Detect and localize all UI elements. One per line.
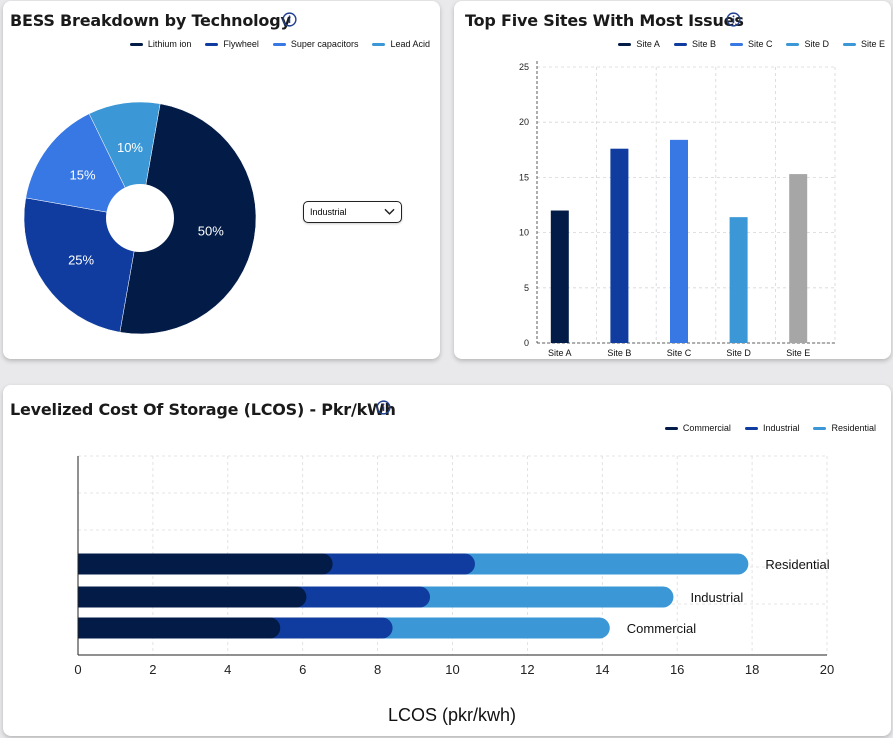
chevron-down-icon — [384, 208, 395, 215]
legend-swatch — [664, 426, 678, 430]
legend-swatch — [673, 42, 687, 46]
pie-label: 15% — [70, 168, 96, 183]
bar-site-a[interactable] — [550, 210, 569, 343]
pie-slice-super-capacitors[interactable] — [25, 113, 141, 219]
pie-center-hole — [106, 184, 174, 252]
y-tick-label: 5 — [524, 283, 529, 293]
legend-item[interactable]: Site A — [618, 39, 660, 49]
bar-commercial-commercial[interactable] — [67, 617, 281, 639]
x-tick-label: 16 — [670, 662, 684, 677]
legend-swatch — [205, 42, 219, 46]
x-tick-label: Site B — [607, 348, 631, 358]
legend-item[interactable]: Super capacitors — [272, 39, 359, 49]
x-tick-label: 8 — [374, 662, 381, 677]
legend-swatch — [372, 42, 386, 46]
axis-mask — [3, 540, 78, 650]
legend-label: Site B — [691, 39, 716, 49]
legend-item[interactable]: Site E — [842, 39, 885, 49]
bess-card: BESS Breakdown by Technology Lithium ion… — [3, 1, 440, 359]
sites-card: Top Five Sites With Most Issues Site A Si… — [454, 1, 891, 359]
x-tick-label: 4 — [224, 662, 231, 677]
y-tick-label: 0 — [524, 338, 529, 348]
legend-item[interactable]: Commercial — [664, 423, 731, 433]
legend-swatch — [842, 42, 856, 46]
legend-swatch — [129, 42, 143, 46]
legend-label: Site C — [747, 39, 773, 49]
info-icon[interactable] — [726, 12, 741, 27]
bar-site-d[interactable] — [729, 217, 748, 343]
legend-item[interactable]: Industrial — [744, 423, 800, 433]
legend-label: Commercial — [682, 423, 731, 433]
x-tick-label: Site E — [786, 348, 810, 358]
legend-swatch — [618, 42, 632, 46]
sites-bar-chart: 0 5 10 15 20 25 Site A Site B Site C Site D Site E — [519, 61, 836, 358]
info-icon[interactable] — [376, 400, 391, 415]
legend-label: Super capacitors — [290, 39, 359, 49]
legend-swatch — [786, 42, 800, 46]
legend-label: Site E — [860, 39, 885, 49]
y-tick-label: 25 — [519, 62, 529, 72]
x-tick-label: 14 — [595, 662, 609, 677]
legend-item[interactable]: Site D — [786, 39, 829, 49]
bar-site-e[interactable] — [789, 174, 808, 343]
pie-slice-lithium-ion[interactable] — [119, 103, 257, 335]
category-label: Commercial — [627, 621, 696, 636]
pie-label: 50% — [198, 223, 224, 238]
info-icon[interactable] — [282, 12, 297, 27]
y-tick-label: 20 — [519, 117, 529, 127]
legend-label: Residential — [831, 423, 876, 433]
x-tick-label: Site A — [548, 348, 572, 358]
x-tick-label: 12 — [520, 662, 534, 677]
bess-pie-chart: 50% 25% 15% 10% — [23, 101, 257, 335]
legend-label: Industrial — [762, 423, 800, 433]
bar-industrial-commercial[interactable] — [67, 586, 307, 608]
segment-dropdown[interactable]: Industrial — [303, 201, 402, 223]
lcos-title: Levelized Cost Of Storage (LCOS) - Pkr/k… — [10, 400, 396, 419]
category-label: Industrial — [690, 590, 743, 605]
legend-swatch — [729, 42, 743, 46]
bar-site-b[interactable] — [610, 148, 629, 343]
legend-item[interactable]: Lithium ion — [129, 39, 192, 49]
legend-item[interactable]: Lead Acid — [372, 39, 430, 49]
bess-legend: Lithium ion Flywheel Super capacitors Lead … — [129, 39, 430, 49]
dropdown-value: Industrial — [310, 207, 347, 217]
legend-swatch — [813, 426, 827, 430]
bar-residential-commercial[interactable] — [67, 553, 333, 575]
lcos-card: Levelized Cost Of Storage (LCOS) - Pkr/k… — [3, 385, 891, 736]
sites-legend: Site A Site B Site C Site D Site E — [618, 39, 885, 49]
legend-label: Site A — [636, 39, 660, 49]
legend-label: Site D — [804, 39, 829, 49]
legend-swatch — [744, 426, 758, 430]
x-tick-label: Site D — [726, 348, 751, 358]
x-tick-label: Site C — [667, 348, 692, 358]
lcos-legend: Commercial Industrial Residential — [664, 423, 876, 433]
pie-label: 10% — [117, 140, 143, 155]
x-tick-label: 0 — [74, 662, 81, 677]
x-axis-title: LCOS (pkr/kwh) — [388, 705, 516, 725]
legend-swatch — [272, 42, 286, 46]
legend-label: Lead Acid — [390, 39, 430, 49]
bess-title: BESS Breakdown by Technology — [10, 11, 291, 30]
sites-title: Top Five Sites With Most Issues — [465, 11, 744, 30]
x-tick-label: 2 — [149, 662, 156, 677]
bar-site-c[interactable] — [670, 139, 688, 343]
x-tick-label: 6 — [299, 662, 306, 677]
pie-label: 25% — [68, 252, 94, 267]
x-tick-label: 10 — [445, 662, 459, 677]
legend-label: Lithium ion — [147, 39, 192, 49]
y-tick-label: 15 — [519, 172, 529, 182]
legend-item[interactable]: Site C — [729, 39, 773, 49]
legend-item[interactable]: Site B — [673, 39, 716, 49]
category-label: Residential — [765, 557, 829, 572]
x-tick-label: 20 — [820, 662, 834, 677]
x-tick-label: 18 — [745, 662, 759, 677]
y-tick-label: 10 — [519, 228, 529, 238]
legend-label: Flywheel — [223, 39, 259, 49]
legend-item[interactable]: Residential — [813, 423, 876, 433]
lcos-bar-chart: 0 2 4 6 8 10 12 14 16 18 20 Residential Industrial Co… — [3, 455, 834, 725]
legend-item[interactable]: Flywheel — [205, 39, 259, 49]
